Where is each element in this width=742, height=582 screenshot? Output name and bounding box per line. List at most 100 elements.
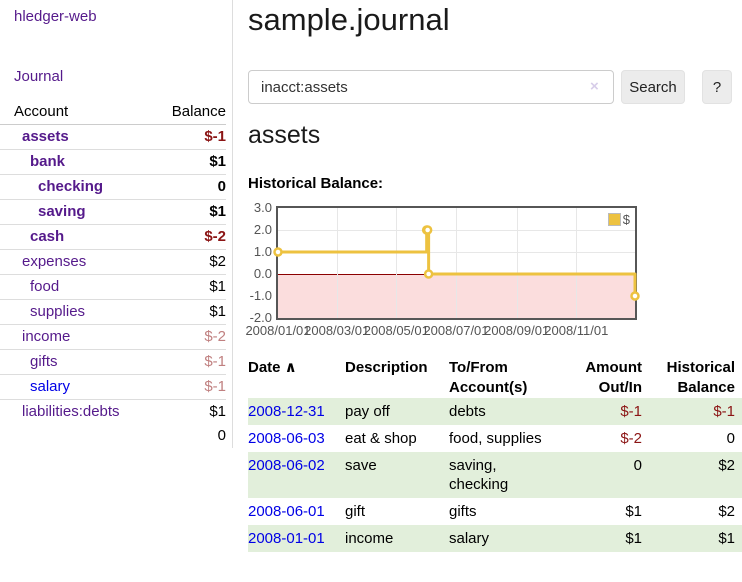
transaction-accounts: gifts (449, 503, 477, 520)
y-tick-label: -1.0 (249, 288, 272, 303)
account-balance: $1 (155, 399, 226, 424)
sidebar-item-journal[interactable]: Journal (14, 68, 64, 85)
transaction-description: save (345, 457, 377, 474)
brand-link[interactable]: hledger-web (14, 8, 97, 25)
register-header-to-from: To/From (449, 359, 508, 376)
transaction-amount: $-1 (620, 403, 642, 420)
chart-x-axis: 2008/01/01 2008/03/01 2008/05/01 2008/07/01… (245, 323, 742, 339)
accounts-header-balance: Balance (155, 100, 226, 125)
transaction-accounts: food, supplies (449, 430, 542, 447)
data-point-marker (273, 247, 283, 257)
account-balance: $-1 (155, 374, 226, 400)
sidebar: hledger-web Journal Account Balance asse… (0, 0, 233, 448)
account-balance: $1 (155, 299, 226, 325)
register-row: 2008-12-31 pay off debts $-1 $-1 (248, 398, 742, 425)
data-point-marker (422, 225, 433, 235)
transaction-amount: $-2 (620, 430, 642, 447)
search-input[interactable] (248, 70, 614, 104)
account-link-food[interactable]: food (30, 278, 60, 295)
account-link-checking[interactable]: checking (38, 178, 104, 195)
sort-asc-icon: ∧ (280, 359, 297, 376)
register-header-historical: Historical (666, 359, 735, 376)
account-balance: $2 (155, 249, 226, 275)
x-tick-label: 2008/11/01 (544, 323, 609, 338)
y-tick-label: 2.0 (253, 222, 272, 237)
account-balance: $-2 (155, 324, 226, 350)
main-content: sample.journal × Search ? assets Histori… (245, 0, 742, 582)
register-row: 2008-06-02 save saving, checking 0 $2 (248, 452, 742, 498)
y-tick-label: 1.0 (253, 244, 272, 259)
transaction-accounts: salary (449, 530, 490, 547)
account-link-bank[interactable]: bank (30, 153, 66, 170)
account-balance: $1 (155, 274, 226, 300)
y-tick-label: 0.0 (253, 266, 272, 281)
y-tick-label: -2.0 (249, 310, 272, 325)
transaction-balance: $2 (718, 457, 735, 474)
transaction-description: pay off (345, 403, 390, 420)
account-row: income $-2 (0, 324, 226, 350)
clear-search-icon[interactable]: × (590, 78, 599, 95)
account-row: bank $1 (0, 149, 226, 175)
register-header-description: Description (345, 359, 428, 376)
transaction-date-link[interactable]: 2008-06-02 (248, 457, 325, 474)
transaction-date-link[interactable]: 2008-01-01 (248, 530, 325, 547)
sidebar-nav: Journal (0, 68, 232, 86)
gridline (396, 208, 398, 318)
transaction-description: income (345, 530, 394, 547)
account-row: expenses $2 (0, 249, 226, 275)
gridline (576, 208, 578, 318)
account-link-expenses[interactable]: expenses (22, 253, 87, 270)
account-row: food $1 (0, 274, 226, 300)
accounts-total-row: 0 (0, 424, 226, 448)
transaction-description: gift (345, 503, 366, 520)
account-balance: $-2 (155, 224, 226, 250)
transaction-date-link[interactable]: 2008-12-31 (248, 403, 325, 420)
x-tick-label: 2008/07/01 (423, 323, 489, 338)
register-row: 2008-01-01 income salary $1 $1 (248, 525, 742, 552)
search-button[interactable]: Search (621, 70, 685, 104)
transaction-date-link[interactable]: 2008-06-01 (248, 503, 325, 520)
account-balance: $-1 (204, 128, 226, 145)
x-tick-label: 2008/05/01 (363, 323, 429, 338)
transaction-date-link[interactable]: 2008-06-03 (248, 430, 325, 447)
transaction-balance: $2 (718, 503, 735, 520)
page-title: sample.journal (248, 2, 450, 37)
account-row: saving $1 (0, 199, 226, 225)
transaction-balance: 0 (726, 430, 735, 447)
register-header-date: Date ∧ (248, 359, 297, 376)
accounts-table: Account Balance assets $-1 bank $1 checking 0… (0, 100, 226, 448)
account-row: assets $-1 (0, 125, 226, 150)
account-balance: $-1 (155, 349, 226, 375)
transaction-amount: 0 (633, 457, 642, 474)
account-link-income[interactable]: income (22, 328, 71, 345)
historical-balance-chart: $ 2008/01/01 2008/03/01 2008/05/01 2008/07/… (245, 200, 742, 345)
chart-plot-area: $ (273, 206, 640, 320)
account-link-saving[interactable]: saving (38, 203, 86, 220)
x-tick-label: 2008/09/01 (484, 323, 550, 338)
account-link-salary[interactable]: salary (30, 378, 71, 395)
account-link-liabilities-debts[interactable]: liabilities:debts (22, 403, 120, 420)
x-tick-label: 2008/03/01 (304, 323, 370, 338)
account-balance: $1 (155, 199, 226, 225)
account-row: supplies $1 (0, 299, 226, 325)
account-link-assets[interactable]: assets (22, 128, 69, 145)
data-point-marker (630, 291, 640, 301)
account-link-supplies[interactable]: supplies (30, 303, 86, 320)
legend-label: $ (622, 212, 630, 227)
account-row: salary $-1 (0, 374, 226, 400)
gridline (336, 208, 338, 318)
help-button[interactable]: ? (702, 70, 732, 104)
transaction-accounts: debts (449, 403, 486, 420)
legend-swatch-icon (607, 213, 621, 226)
accounts-total-value: 0 (217, 427, 226, 444)
account-row: cash $-2 (0, 224, 226, 250)
transaction-amount: $1 (625, 503, 642, 520)
account-link-gifts[interactable]: gifts (30, 353, 58, 370)
account-link-cash[interactable]: cash (30, 228, 65, 245)
account-balance: 0 (155, 174, 226, 200)
account-balance: $1 (155, 149, 226, 175)
gridline (456, 208, 457, 318)
gridline (516, 208, 518, 318)
transaction-balance: $1 (718, 530, 735, 547)
